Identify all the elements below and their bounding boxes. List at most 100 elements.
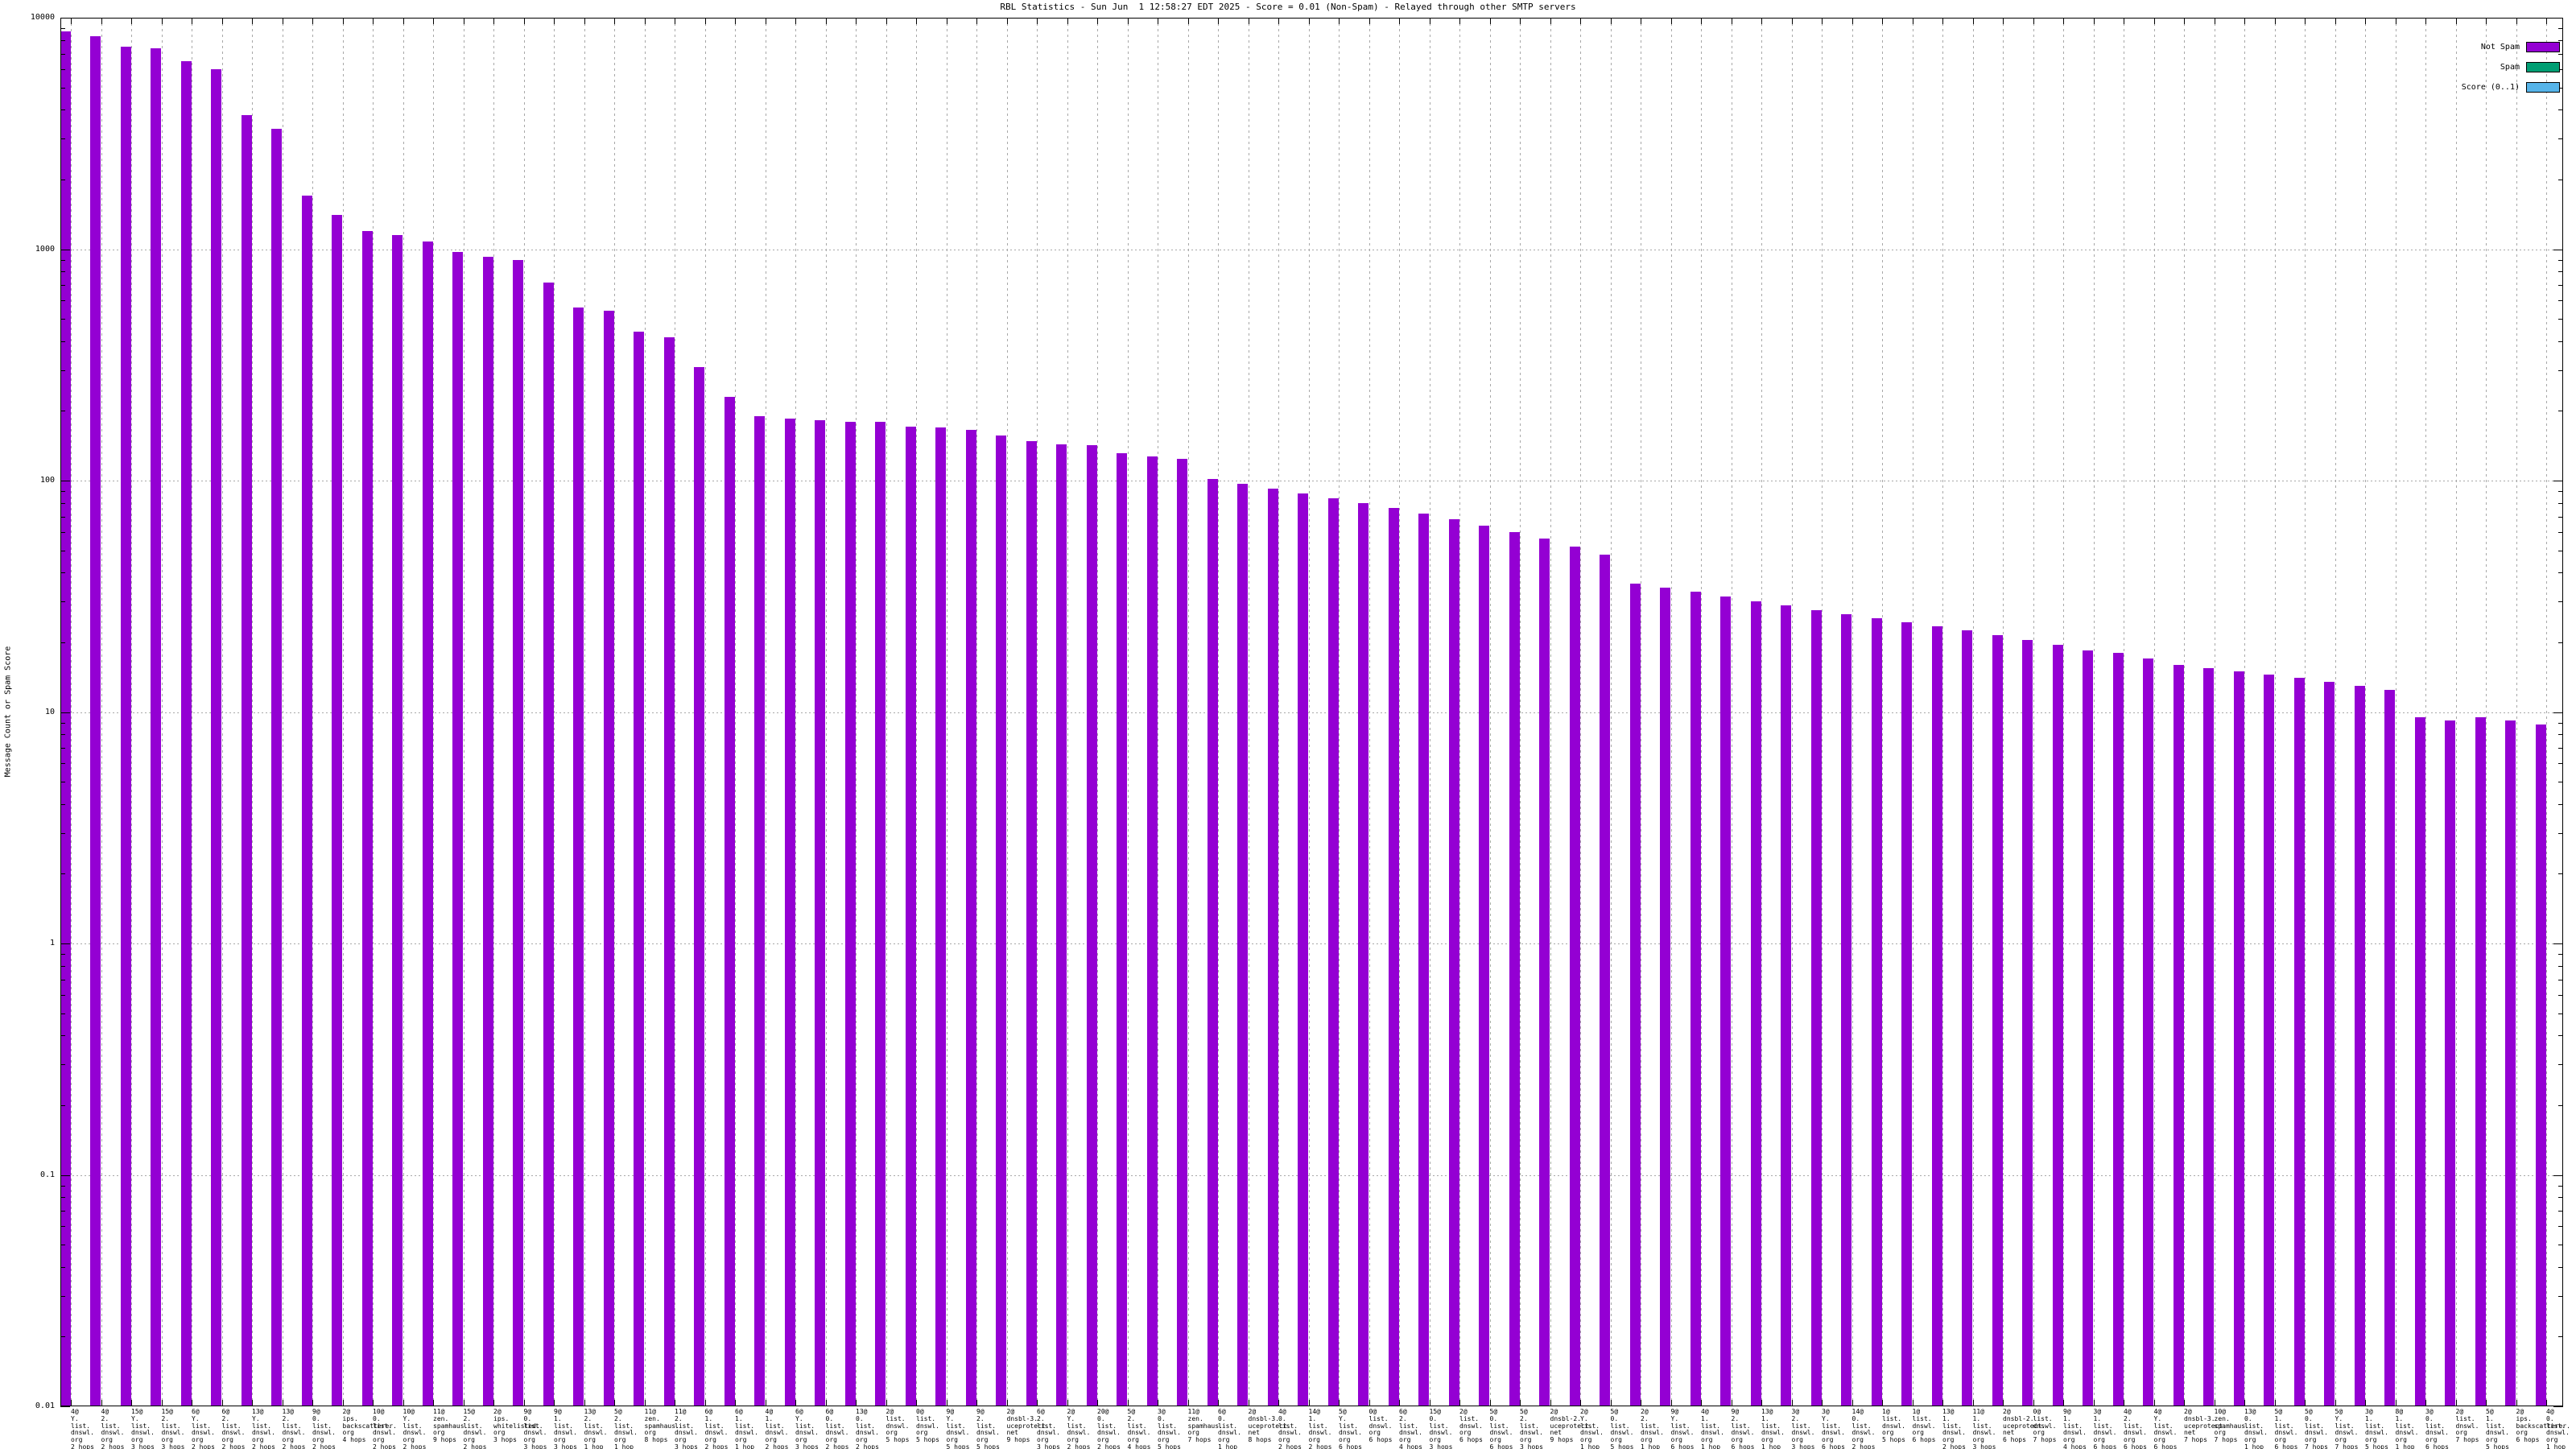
x-tick-top — [1067, 18, 1068, 24]
bar — [452, 252, 463, 1406]
x-gridline — [1097, 18, 1098, 1406]
x-tick-top — [825, 18, 827, 24]
legend-swatch — [2526, 82, 2560, 93]
x-tick-bottom — [252, 1400, 253, 1406]
x-tick-bottom — [131, 1400, 132, 1406]
bar — [120, 46, 131, 1406]
x-gridline — [342, 18, 344, 1406]
bar — [2052, 645, 2063, 1406]
x-tick-top — [1942, 18, 1943, 24]
bar — [151, 47, 161, 1406]
y-minor-tick-right — [2558, 1211, 2563, 1212]
bar — [513, 259, 523, 1406]
x-tick-bottom — [1127, 1400, 1129, 1406]
y-minor-tick-right — [2558, 954, 2563, 956]
y-minor-tick-right — [2558, 87, 2563, 89]
x-tick-top — [554, 18, 555, 24]
x-tick-bottom — [916, 1400, 917, 1406]
x-tick-top — [1761, 18, 1762, 24]
x-tick-bottom — [1882, 1400, 1883, 1406]
x-tick-top — [2153, 18, 2155, 24]
bar — [2324, 682, 2334, 1406]
x-tick-bottom — [2033, 1400, 2034, 1406]
bar — [1146, 456, 1158, 1406]
x-tick-bottom — [1278, 1400, 1279, 1406]
x-gridline — [101, 18, 102, 1406]
x-tick-top — [1580, 18, 1581, 24]
x-tick-bottom — [1972, 1400, 1974, 1406]
y-minor-tick-left — [60, 1226, 65, 1228]
bar — [1418, 514, 1429, 1406]
x-gridline — [1520, 18, 1521, 1406]
y-minor-tick-left — [60, 954, 65, 956]
x-tick-top — [2003, 18, 2004, 24]
bar — [1056, 444, 1067, 1406]
x-tick-top — [433, 18, 434, 24]
x-tick-bottom — [1489, 1400, 1491, 1406]
y-minor-tick-left — [60, 1197, 65, 1199]
x-tick-top — [2033, 18, 2034, 24]
x-tick-top — [2365, 18, 2366, 24]
y-minor-tick-right — [2558, 803, 2563, 805]
x-tick-top — [1852, 18, 1853, 24]
x-tick-bottom — [312, 1400, 313, 1406]
y-minor-tick-right — [2558, 28, 2563, 30]
x-tick-top — [584, 18, 585, 24]
bar — [1509, 531, 1520, 1406]
x-tick-top — [886, 18, 887, 24]
x-gridline — [554, 18, 555, 1406]
x-gridline — [402, 18, 404, 1406]
x-tick-bottom — [1459, 1400, 1460, 1406]
y-minor-tick-left — [60, 1013, 65, 1014]
y-tick-label: 0.1 — [39, 1170, 55, 1179]
x-gridline — [2546, 18, 2547, 1406]
bar — [1479, 525, 1489, 1406]
x-gridline — [2486, 18, 2487, 1406]
bar — [1660, 587, 1670, 1406]
y-minor-tick-right — [2558, 319, 2563, 320]
x-gridline — [886, 18, 887, 1406]
x-gridline — [1852, 18, 1853, 1406]
y-minor-tick-left — [60, 722, 65, 724]
bar — [1448, 519, 1459, 1406]
bar — [1931, 625, 1942, 1406]
legend-entry: Not Spam — [2462, 37, 2560, 57]
y-minor-tick-left — [60, 259, 65, 261]
x-gridline — [1127, 18, 1129, 1406]
x-gridline — [1218, 18, 1219, 1406]
bar — [332, 215, 342, 1406]
y-minor-tick-right — [2558, 572, 2563, 574]
bar — [1327, 497, 1339, 1406]
x-tick-top — [856, 18, 857, 24]
bar — [694, 366, 704, 1406]
bar — [996, 435, 1006, 1406]
x-gridline — [1972, 18, 1974, 1406]
x-tick-bottom — [1368, 1400, 1370, 1406]
y-gridline — [60, 1174, 2563, 1176]
y-tick-label: 10000 — [30, 13, 55, 22]
x-tick-bottom — [1187, 1400, 1189, 1406]
x-tick-bottom — [2305, 1400, 2306, 1406]
bar — [1026, 441, 1037, 1406]
bar — [1810, 610, 1822, 1406]
x-tick-bottom — [976, 1400, 977, 1406]
bar — [1207, 478, 1218, 1406]
x-tick-bottom — [2153, 1400, 2155, 1406]
y-minor-tick-left — [60, 803, 65, 805]
x-tick-bottom — [1761, 1400, 1762, 1406]
x-tick-top — [1399, 18, 1400, 24]
y-minor-tick-left — [60, 1295, 65, 1297]
x-tick-top — [1006, 18, 1008, 24]
x-gridline — [2093, 18, 2095, 1406]
y-major-tick-right — [2553, 1406, 2563, 1407]
x-gridline — [584, 18, 585, 1406]
legend-entry: Score (0..1) — [2462, 77, 2560, 97]
y-major-tick-left — [60, 18, 70, 19]
bar — [361, 230, 373, 1406]
x-gridline — [1006, 18, 1008, 1406]
y-gridline — [60, 943, 2563, 944]
y-tick-label: 1 — [49, 939, 55, 947]
x-gridline — [1459, 18, 1460, 1406]
y-minor-tick-left — [60, 300, 65, 302]
